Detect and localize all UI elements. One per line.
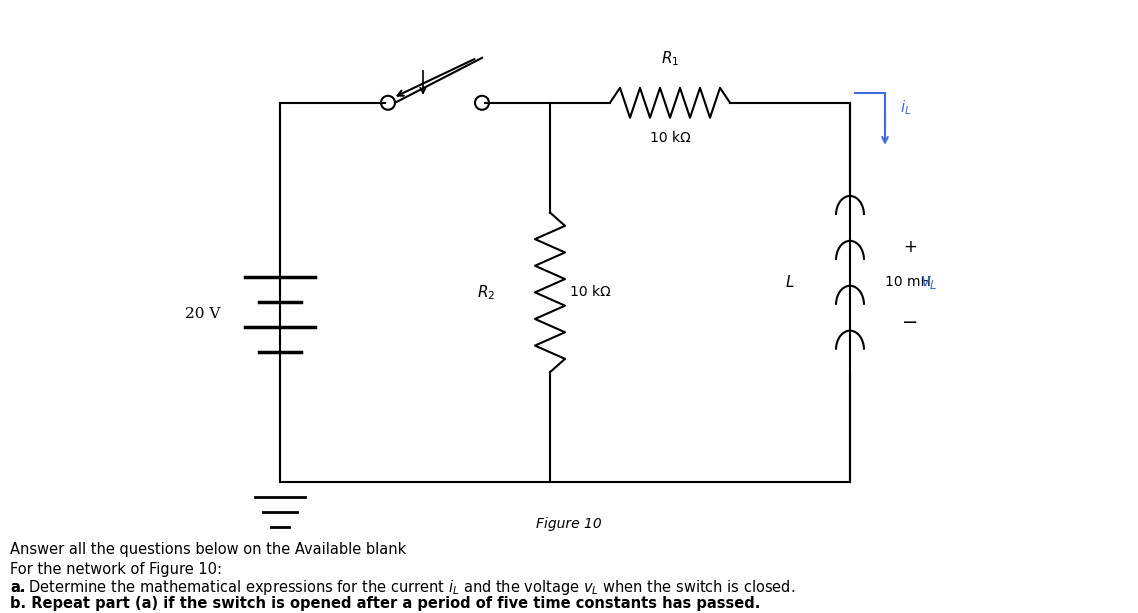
Text: $v_L$: $v_L$ [920, 273, 938, 291]
Text: 10 mH: 10 mH [885, 275, 931, 289]
Text: −: − [901, 313, 918, 332]
Text: +: + [904, 238, 917, 256]
Text: For the network of Figure 10:: For the network of Figure 10: [10, 562, 222, 577]
Text: a. Determine the mathematical expressions for the current $\it{i_L}$ and the vol: a. Determine the mathematical expression… [10, 578, 795, 597]
Text: $R_1$: $R_1$ [661, 49, 679, 68]
Text: $i_L$: $i_L$ [900, 99, 912, 117]
Text: 10 kΩ: 10 kΩ [570, 286, 611, 299]
Text: Answer all the questions below on the Available blank: Answer all the questions below on the Av… [10, 543, 406, 557]
Text: $R_2$: $R_2$ [477, 283, 495, 302]
Text: a.: a. [10, 581, 25, 595]
Text: Figure 10: Figure 10 [536, 517, 602, 531]
Text: 10 kΩ: 10 kΩ [650, 131, 691, 145]
Text: $L$: $L$ [785, 275, 795, 291]
Text: b. Repeat part (a) if the switch is opened after a period of five time constants: b. Repeat part (a) if the switch is open… [10, 596, 760, 611]
Text: 20 V: 20 V [184, 307, 220, 321]
